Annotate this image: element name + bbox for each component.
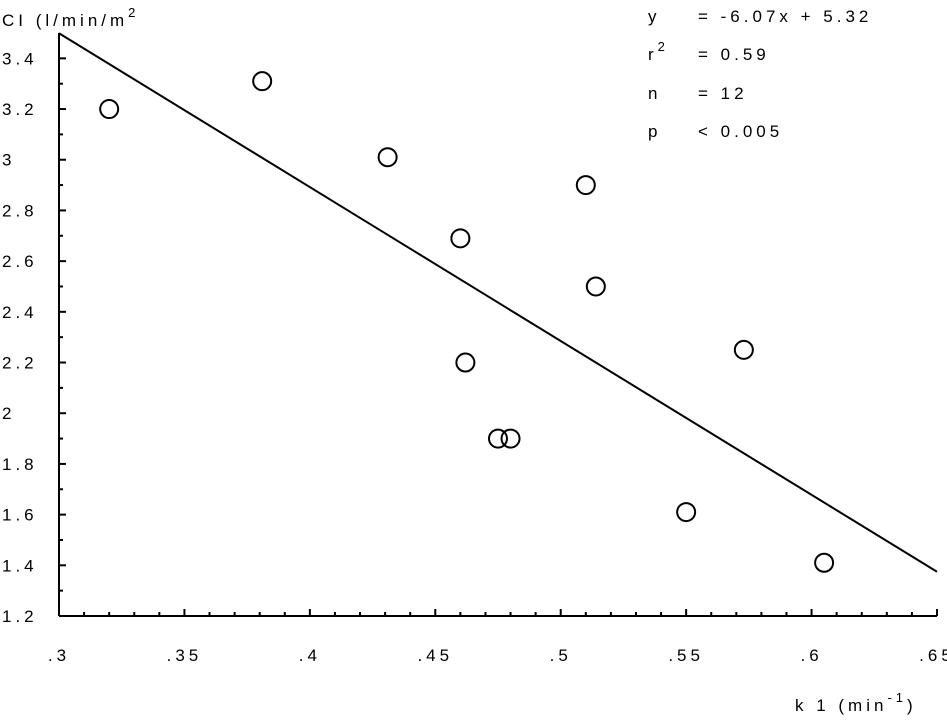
y-tick-label: 2.2	[2, 354, 38, 373]
x-tick-label: .45	[417, 646, 453, 665]
stat-label: r2	[648, 39, 669, 64]
data-points	[99, 71, 835, 573]
stat-value: = 12	[698, 84, 748, 103]
data-point	[676, 502, 697, 523]
data-point	[585, 276, 606, 297]
data-point	[500, 428, 521, 449]
stat-value: < 0.005	[698, 122, 783, 141]
y-axis-title: CI (l/min/m2	[2, 5, 139, 30]
y-tick-label: 2.8	[2, 201, 38, 220]
data-point	[488, 428, 508, 449]
axis-labels: CI (l/min/m2 k 1 (min-1)	[2, 5, 917, 715]
stat-value: = -6.07x + 5.32	[698, 7, 872, 26]
y-tick-label: 1.2	[2, 607, 38, 626]
y-tick-label: 1.8	[2, 455, 38, 474]
stat-label: n	[648, 84, 661, 103]
stat-value: = 0.59	[698, 45, 770, 64]
y-tick-label: 2.4	[2, 303, 38, 322]
x-axis-title: k 1 (min-1)	[795, 690, 917, 715]
regression-line-group	[58, 32, 938, 573]
y-tick-label: 3.4	[2, 49, 38, 68]
x-tick-label: .3	[48, 646, 70, 665]
stat-label: p	[648, 122, 661, 141]
data-point	[575, 175, 596, 196]
y-tick-label: 2.6	[2, 252, 38, 271]
stat-label: y	[648, 7, 661, 26]
data-point	[99, 99, 120, 120]
data-point	[377, 147, 398, 168]
data-point	[814, 552, 835, 573]
x-tick-label: .55	[668, 646, 704, 665]
y-tick-label: 1.6	[2, 506, 38, 525]
stats-box: y = -6.07x + 5.32 r2 = 0.59 n = 12 p < 0.005	[648, 7, 872, 141]
axes: 1.2 1.4 1.6 1.8 2 2.2 2.4 2.6 2.8 3 3.2 3.4 .3 .35 .4.…	[2, 33, 947, 665]
data-point	[455, 352, 476, 373]
y-tick-label: 3	[2, 151, 15, 170]
x-tick-label: .35	[167, 646, 203, 665]
x-tick-label: .5	[550, 646, 572, 665]
x-tick-label: .4	[299, 646, 321, 665]
data-point	[733, 339, 754, 360]
data-point	[450, 228, 471, 249]
data-point	[252, 71, 273, 92]
y-tick-label: 3.2	[2, 100, 38, 119]
x-tick-label: .6	[800, 646, 822, 665]
x-tick-label: .65	[919, 646, 947, 665]
y-tick-label: 1.4	[2, 556, 38, 575]
regression-line	[58, 32, 938, 573]
y-tick-label: 2	[2, 404, 15, 423]
